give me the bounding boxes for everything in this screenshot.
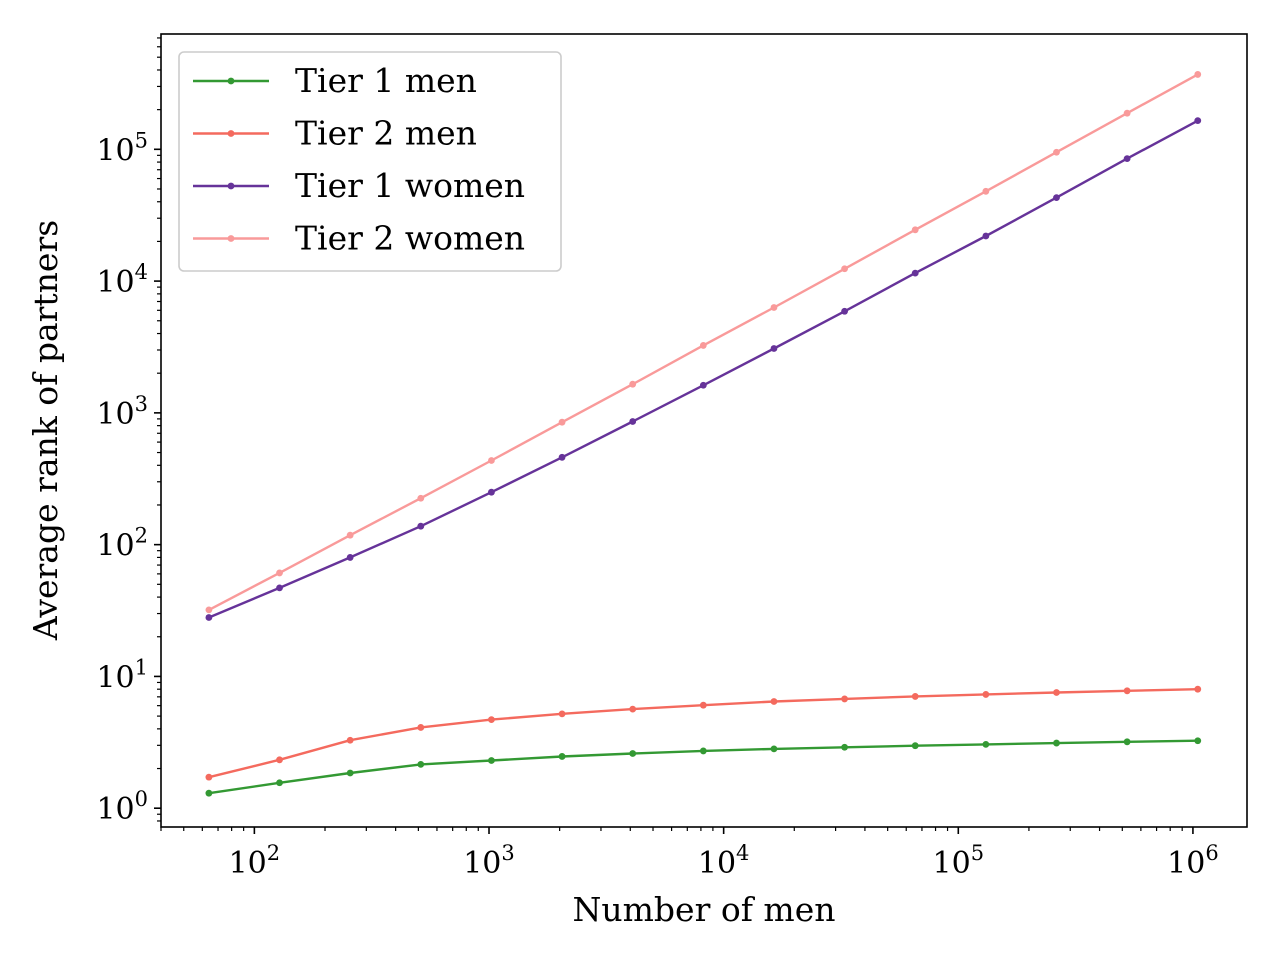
data-point	[558, 418, 566, 426]
data-point	[488, 716, 495, 724]
data-point	[1053, 148, 1060, 156]
y-tick-label: 103	[96, 392, 148, 432]
data-point	[276, 569, 283, 577]
data-point	[699, 701, 707, 709]
legend-label: Tier 2 men	[295, 114, 477, 153]
legend-swatch-marker	[227, 235, 235, 242]
data-point	[1123, 155, 1131, 163]
data-point	[982, 740, 990, 748]
data-point	[629, 418, 637, 425]
data-point	[770, 304, 778, 311]
data-point	[417, 494, 425, 502]
data-point	[488, 757, 495, 764]
data-point	[1194, 685, 1202, 693]
legend-label: Tier 1 women	[295, 166, 525, 205]
data-point	[276, 779, 283, 787]
data-point	[841, 743, 848, 751]
data-point	[1053, 739, 1060, 747]
data-point	[346, 531, 354, 539]
data-point	[982, 187, 990, 195]
data-point	[488, 488, 495, 496]
data-point	[911, 226, 919, 234]
data-point	[629, 750, 637, 757]
data-point	[911, 269, 919, 277]
data-point	[911, 693, 919, 700]
data-point	[1194, 71, 1202, 78]
data-point	[205, 606, 213, 614]
data-point	[1194, 737, 1202, 745]
data-point	[558, 753, 566, 760]
y-axis-label: Average rank of partners	[26, 220, 65, 641]
data-point	[982, 691, 990, 698]
series-layer	[205, 71, 1202, 797]
legend-label: Tier 1 men	[295, 61, 477, 100]
data-point	[276, 756, 283, 764]
data-point	[205, 614, 213, 621]
data-point	[1123, 687, 1131, 695]
data-point	[417, 724, 425, 731]
legend-swatch-marker	[227, 182, 235, 190]
data-point	[1194, 117, 1202, 125]
data-point	[699, 381, 707, 389]
data-point	[770, 345, 778, 352]
data-point	[417, 760, 425, 768]
y-tick-label: 105	[96, 128, 148, 168]
data-point	[1053, 194, 1060, 202]
data-point	[841, 307, 848, 315]
data-point	[558, 453, 566, 461]
data-point	[982, 232, 990, 240]
legend-label: Tier 2 women	[295, 219, 525, 258]
data-point	[276, 584, 283, 592]
x-tick-label: 106	[1167, 841, 1219, 881]
data-point	[699, 747, 707, 755]
data-point	[770, 745, 778, 753]
data-point	[841, 265, 848, 273]
legend-swatch-marker	[227, 77, 235, 85]
data-point	[205, 789, 213, 797]
data-point	[770, 698, 778, 705]
plot-frame	[160, 33, 1248, 828]
data-point	[346, 554, 354, 561]
data-point	[488, 457, 495, 464]
data-point	[558, 710, 566, 718]
data-point	[346, 769, 354, 777]
data-point	[699, 342, 707, 349]
data-point	[1123, 738, 1131, 746]
data-point	[1053, 689, 1060, 696]
data-point	[205, 773, 213, 781]
data-point	[417, 522, 425, 530]
data-point	[1123, 109, 1131, 117]
data-point	[629, 705, 637, 713]
legend-swatch-marker	[227, 130, 235, 137]
legend-frame	[178, 51, 562, 272]
data-point	[841, 695, 848, 703]
legend: Tier 1 men Tier 2 men Tier 1 women Tier 2 w…	[178, 51, 562, 272]
data-point	[911, 742, 919, 750]
data-point	[629, 380, 637, 388]
data-point	[346, 736, 354, 744]
x-axis-label: Number of men	[573, 890, 836, 929]
